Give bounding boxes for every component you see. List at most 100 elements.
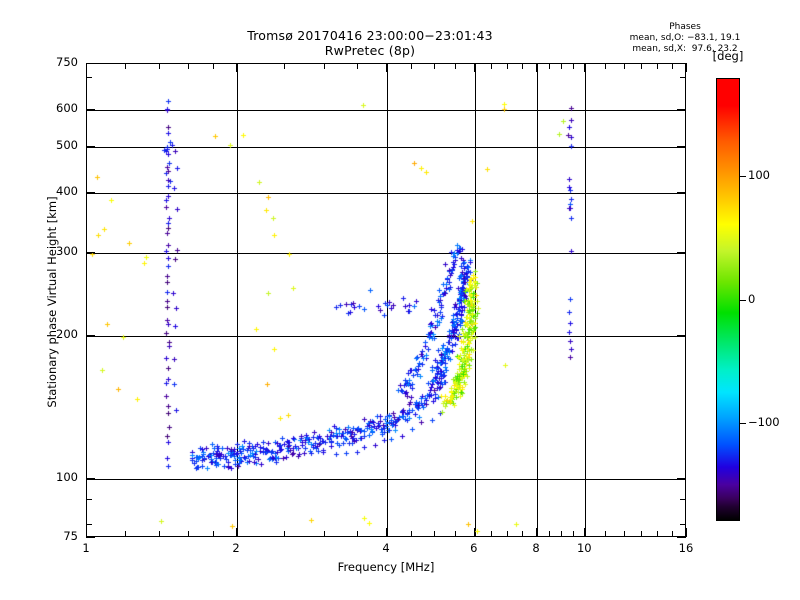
x-tick-minor — [672, 531, 674, 537]
x-tick-label: 4 — [382, 541, 390, 555]
x-tick-major-top — [536, 63, 537, 72]
x-tick-minor — [623, 531, 625, 537]
x-tick-minor-top — [125, 63, 127, 69]
colorbar-tick-label: −100 — [748, 414, 780, 429]
y-tick-major-right — [677, 192, 686, 194]
phases-x-row: mean, sd,X: 97.6, 23.2 — [632, 44, 738, 54]
x-tick-minor — [641, 531, 643, 537]
x-tick-minor-top — [561, 63, 563, 69]
x-tick-major — [536, 528, 537, 537]
x-tick-minor — [125, 531, 127, 537]
x-tick-minor — [213, 531, 215, 537]
x-tick-minor — [573, 531, 575, 537]
x-tick-minor-top — [454, 63, 456, 69]
y-tick-major — [86, 108, 95, 110]
x-tick-minor — [549, 531, 551, 537]
y-tick-minor — [86, 523, 92, 525]
x-tick-major — [236, 528, 237, 537]
x-tick-minor-top — [604, 63, 606, 69]
x-tick-minor-top — [158, 63, 160, 69]
x-tick-minor-top — [549, 63, 551, 69]
y-tick-major-right — [677, 251, 686, 253]
y-tick-major — [86, 537, 95, 538]
x-tick-minor-top — [573, 63, 575, 69]
x-tick-major — [86, 528, 87, 537]
y-tick-major-right — [677, 335, 686, 337]
x-tick-major — [584, 528, 586, 537]
y-tick-label: 300 — [56, 243, 78, 258]
x-tick-minor-top — [491, 63, 493, 69]
x-tick-label: 10 — [576, 541, 592, 555]
colorbar-tick-mark — [740, 422, 746, 424]
y-tick-label: 75 — [63, 529, 78, 543]
y-tick-major — [86, 477, 95, 479]
y-tick-minor-right — [680, 77, 686, 79]
phases-o-row: mean, sd,O: −83.1, 19.1 — [629, 33, 741, 43]
x-tick-minor-top — [522, 63, 524, 69]
x-tick-minor — [434, 531, 436, 537]
x-tick-minor — [284, 531, 286, 537]
y-tick-label: 750 — [56, 55, 78, 69]
y-tick-major-right — [677, 63, 686, 64]
x-tick-minor-top — [672, 63, 674, 69]
x-tick-minor-top — [641, 63, 643, 69]
phases-heading: Phases — [669, 22, 701, 32]
y-tick-label: 400 — [56, 184, 78, 199]
x-axis-label: Frequency [MHz] — [337, 560, 435, 574]
y-tick-major-right — [677, 477, 686, 479]
colorbar-tick-mark — [740, 299, 746, 301]
colorbar-unit-label: [deg] — [712, 49, 744, 63]
x-tick-minor-top — [323, 63, 325, 69]
x-tick-major-top — [236, 63, 237, 72]
x-tick-minor-top — [434, 63, 436, 69]
title-line-1: Tromsø 20170416 23:00:00−23:01:43 — [247, 28, 493, 43]
y-tick-major — [86, 251, 95, 253]
y-tick-minor — [86, 77, 92, 79]
y-tick-label: 100 — [56, 469, 78, 484]
chart-title: Tromsø 20170416 23:00:00−23:01:43 RwPret… — [140, 28, 600, 58]
x-tick-minor-top — [657, 63, 659, 69]
y-tick-major-right — [677, 537, 686, 538]
x-tick-minor-top — [623, 63, 625, 69]
x-tick-major-top — [86, 63, 87, 72]
x-tick-minor — [323, 531, 325, 537]
x-tick-major-top — [386, 63, 387, 72]
colorbar — [716, 78, 740, 521]
x-tick-minor-top — [213, 63, 215, 69]
x-tick-major — [386, 528, 387, 537]
x-tick-minor-top — [284, 63, 286, 69]
x-tick-label: 8 — [532, 541, 540, 555]
y-tick-major-right — [677, 146, 686, 148]
x-tick-minor — [357, 531, 359, 537]
x-tick-minor-top — [357, 63, 359, 69]
x-tick-major-top — [686, 63, 687, 72]
x-tick-minor — [411, 531, 413, 537]
y-tick-label: 200 — [56, 327, 78, 342]
colorbar-tick-label: 0 — [748, 291, 756, 306]
title-line-2: RwPretec (8p) — [324, 43, 416, 58]
y-tick-label: 600 — [56, 100, 78, 115]
x-tick-minor — [604, 531, 606, 537]
x-tick-minor — [158, 531, 160, 537]
y-axis-label: Stationary phase Virtual Height [km] — [45, 196, 59, 408]
y-tick-major-right — [677, 108, 686, 110]
y-tick-minor — [86, 499, 92, 501]
y-tick-major — [86, 335, 95, 337]
x-tick-major — [686, 528, 687, 537]
colorbar-gradient — [716, 78, 740, 521]
y-tick-minor-right — [680, 523, 686, 525]
x-tick-minor-top — [411, 63, 413, 69]
x-tick-minor — [187, 531, 189, 537]
x-tick-major — [473, 528, 475, 537]
y-tick-major — [86, 192, 95, 194]
scatter-points-layer — [87, 64, 685, 536]
x-tick-minor — [522, 531, 524, 537]
x-tick-label: 1 — [82, 541, 90, 555]
colorbar-tick-label: 100 — [748, 168, 770, 183]
x-tick-minor — [657, 531, 659, 537]
phases-annotation: Phases mean, sd,O: −83.1, 19.1 mean, sd,… — [585, 22, 785, 55]
x-tick-label: 16 — [678, 541, 694, 555]
y-tick-major — [86, 146, 95, 148]
x-tick-minor — [561, 531, 563, 537]
